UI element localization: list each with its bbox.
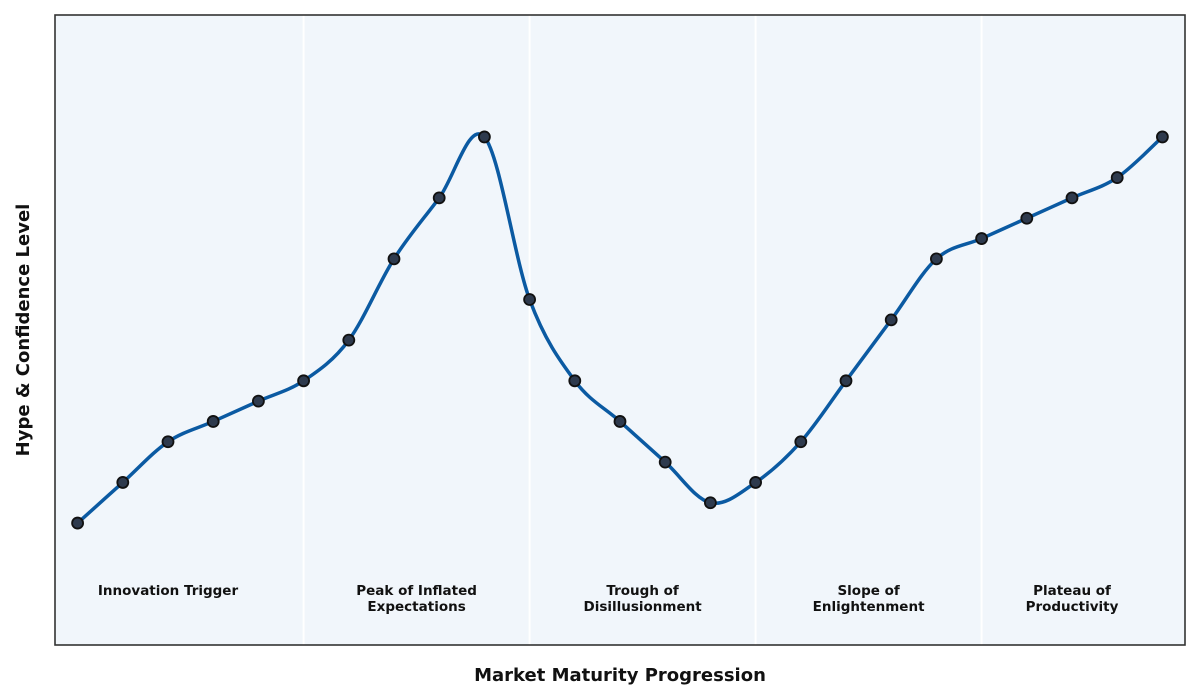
data-point: [297, 374, 311, 388]
data-point: [749, 476, 762, 489]
y-axis-label: Hype & Confidence Level: [13, 204, 34, 457]
data-point: [432, 191, 446, 205]
data-point: [342, 333, 356, 347]
data-markers: [71, 130, 1169, 530]
data-point: [884, 313, 898, 327]
plot-frame: [54, 14, 1186, 646]
phase-separators: [302, 15, 983, 645]
data-point: [704, 496, 717, 510]
data-point: [523, 293, 536, 306]
data-point: [658, 455, 672, 469]
data-point: [1110, 171, 1124, 184]
data-point: [794, 435, 808, 449]
phase-label: Innovation Trigger: [98, 583, 239, 599]
data-point: [206, 415, 220, 428]
data-point: [839, 374, 853, 388]
data-point: [161, 435, 175, 449]
data-point: [71, 516, 84, 530]
series-line: [76, 132, 1164, 525]
phase-labels: Innovation Trigger Peak of Inflated Expect…: [98, 583, 1119, 615]
plot-background: [55, 15, 1185, 645]
data-point: [975, 232, 988, 245]
data-point: [568, 374, 582, 388]
data-point: [613, 415, 627, 428]
phase-label: Peak of Inflated Expectations: [356, 583, 477, 615]
data-point: [387, 252, 401, 266]
phase-label: Plateau of Productivity: [1026, 583, 1119, 615]
data-point: [930, 252, 943, 266]
data-point: [116, 476, 130, 489]
data-point: [1020, 211, 1034, 225]
data-point: [477, 130, 491, 144]
data-point: [251, 394, 265, 408]
phase-label: Trough of Disillusionment: [583, 583, 702, 615]
data-point: [1065, 191, 1079, 205]
data-point: [1156, 130, 1169, 144]
phase-label: Slope of Enlightenment: [813, 583, 925, 615]
x-axis-label: Market Maturity Progression: [474, 665, 766, 686]
